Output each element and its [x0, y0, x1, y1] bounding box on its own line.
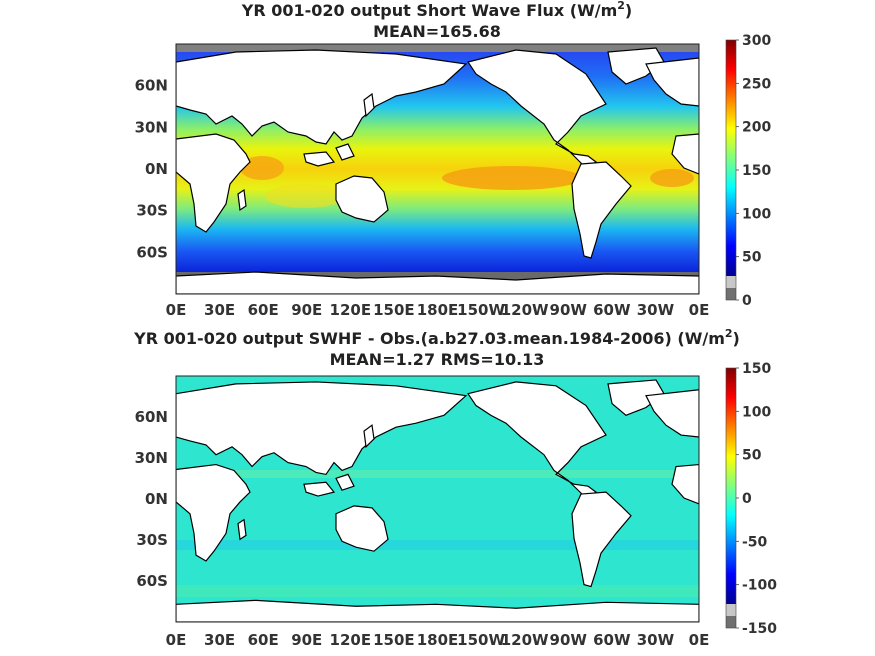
top-y-tick-label: 30S [136, 202, 168, 220]
bottom-x-tick-label: 60E [248, 631, 279, 649]
top-colorbar-tick-label: 250 [742, 76, 771, 92]
top-arabian-sea-hotspot [240, 156, 284, 180]
top-panel: YR 001-020 output Short Wave Flux (W/m2)… [135, 0, 772, 319]
top-colorbar-missing-dark [726, 288, 736, 300]
bottom-y-tick-label: 60S [136, 572, 168, 590]
top-x-tick-label: 30W [637, 301, 675, 319]
bottom-x-tick-label: 30E [204, 631, 235, 649]
bottom-y-tick-label: 60N [135, 408, 168, 426]
bottom-x-tick-label: 150E [373, 631, 415, 649]
bottom-x-tick-label: 120E [330, 631, 372, 649]
top-x-tick-label: 180E [417, 301, 459, 319]
bottom-colorbar-tick-label: 50 [742, 448, 762, 464]
bottom-y-tick-label: 30N [135, 449, 168, 467]
top-x-tick-label: 60W [593, 301, 631, 319]
bottom-colorbar-tick-label: 100 [742, 404, 771, 420]
bottom-colorbar-missing-dark [726, 616, 736, 628]
bottom-colorbar-tick-label: 0 [742, 491, 752, 507]
top-indian-ocean-patch [265, 184, 345, 208]
top-colorbar-tick-label: 0 [742, 293, 752, 309]
bottom-x-tick-label: 90W [550, 631, 588, 649]
top-arctic-missing [176, 44, 699, 52]
top-x-tick-label: 0E [689, 301, 710, 319]
top-colorbar-ticks: 300 250 200 150 100 50 0 [736, 33, 771, 309]
bottom-colorbar-scale [726, 368, 736, 604]
top-y-tick-label: 30N [135, 118, 168, 136]
bottom-colorbar-missing-light [726, 604, 736, 616]
bottom-panel: YR 001-020 output SWHF - Obs.(a.b27.03.m… [133, 327, 777, 649]
top-colorbar-tick-label: 100 [742, 206, 771, 222]
top-x-tick-label: 0E [166, 301, 187, 319]
top-y-tick-label: 60S [136, 243, 168, 261]
bottom-y-ticks: 60N 30N 0N 30S 60S [135, 408, 168, 590]
bottom-field-band-3 [176, 585, 699, 597]
bottom-subtitle: MEAN=1.27 RMS=10.13 [330, 350, 545, 369]
bottom-map [176, 376, 699, 622]
top-title: YR 001-020 output Short Wave Flux (W/m2) [241, 0, 632, 20]
bottom-y-tick-label: 0N [145, 490, 168, 508]
top-y-tick-label: 60N [135, 77, 168, 95]
bottom-colorbar-ticks: 150 100 50 0 -50 -100 -150 [736, 361, 777, 637]
top-colorbar-tick-label: 150 [742, 163, 771, 179]
top-colorbar-tick-label: 50 [742, 250, 762, 266]
bottom-field-band-2 [176, 540, 699, 550]
top-colorbar-missing-light [726, 276, 736, 288]
top-y-tick-label: 0N [145, 160, 168, 178]
bottom-y-tick-label: 30S [136, 531, 168, 549]
bottom-x-tick-label: 150W [457, 631, 505, 649]
bottom-x-tick-label: 180E [417, 631, 459, 649]
top-colorbar: 300 250 200 150 100 50 0 [725, 33, 771, 309]
top-atlantic-hotspot [650, 169, 694, 187]
bottom-colorbar-tick-label: -150 [742, 621, 777, 637]
bottom-map-frame [175, 375, 700, 623]
top-x-tick-label: 120E [330, 301, 372, 319]
bottom-x-tick-label: 30W [637, 631, 675, 649]
bottom-colorbar-tick-label: -100 [742, 578, 777, 594]
top-x-tick-label: 150W [457, 301, 505, 319]
bottom-x-tick-label: 90E [291, 631, 322, 649]
top-x-tick-label: 90W [550, 301, 588, 319]
bottom-x-tick-label: 0E [689, 631, 710, 649]
bottom-x-tick-label: 60W [593, 631, 631, 649]
top-x-tick-label: 90E [291, 301, 322, 319]
bottom-field-band-1 [176, 470, 699, 478]
bottom-colorbar-tick-label: 150 [742, 361, 771, 377]
bottom-x-tick-label: 120W [501, 631, 549, 649]
bottom-x-tick-label: 0E [166, 631, 187, 649]
bottom-title: YR 001-020 output SWHF - Obs.(a.b27.03.m… [133, 327, 740, 348]
top-x-tick-label: 120W [501, 301, 549, 319]
top-x-tick-label: 150E [373, 301, 415, 319]
top-colorbar-tick-label: 200 [742, 120, 771, 136]
bottom-colorbar: 150 100 50 0 -50 -100 -150 [725, 361, 777, 637]
top-subtitle: MEAN=165.68 [373, 22, 501, 41]
top-y-ticks: 60N 30N 0N 30S 60S [135, 77, 168, 262]
top-map [176, 44, 699, 294]
top-colorbar-tick-label: 300 [742, 33, 771, 49]
top-x-tick-label: 30E [204, 301, 235, 319]
top-x-tick-label: 60E [248, 301, 279, 319]
top-colorbar-scale [726, 40, 736, 276]
top-map-frame [175, 43, 700, 295]
bottom-colorbar-tick-label: -50 [742, 534, 768, 550]
top-equatorial-pacific-hotspot [442, 166, 582, 190]
